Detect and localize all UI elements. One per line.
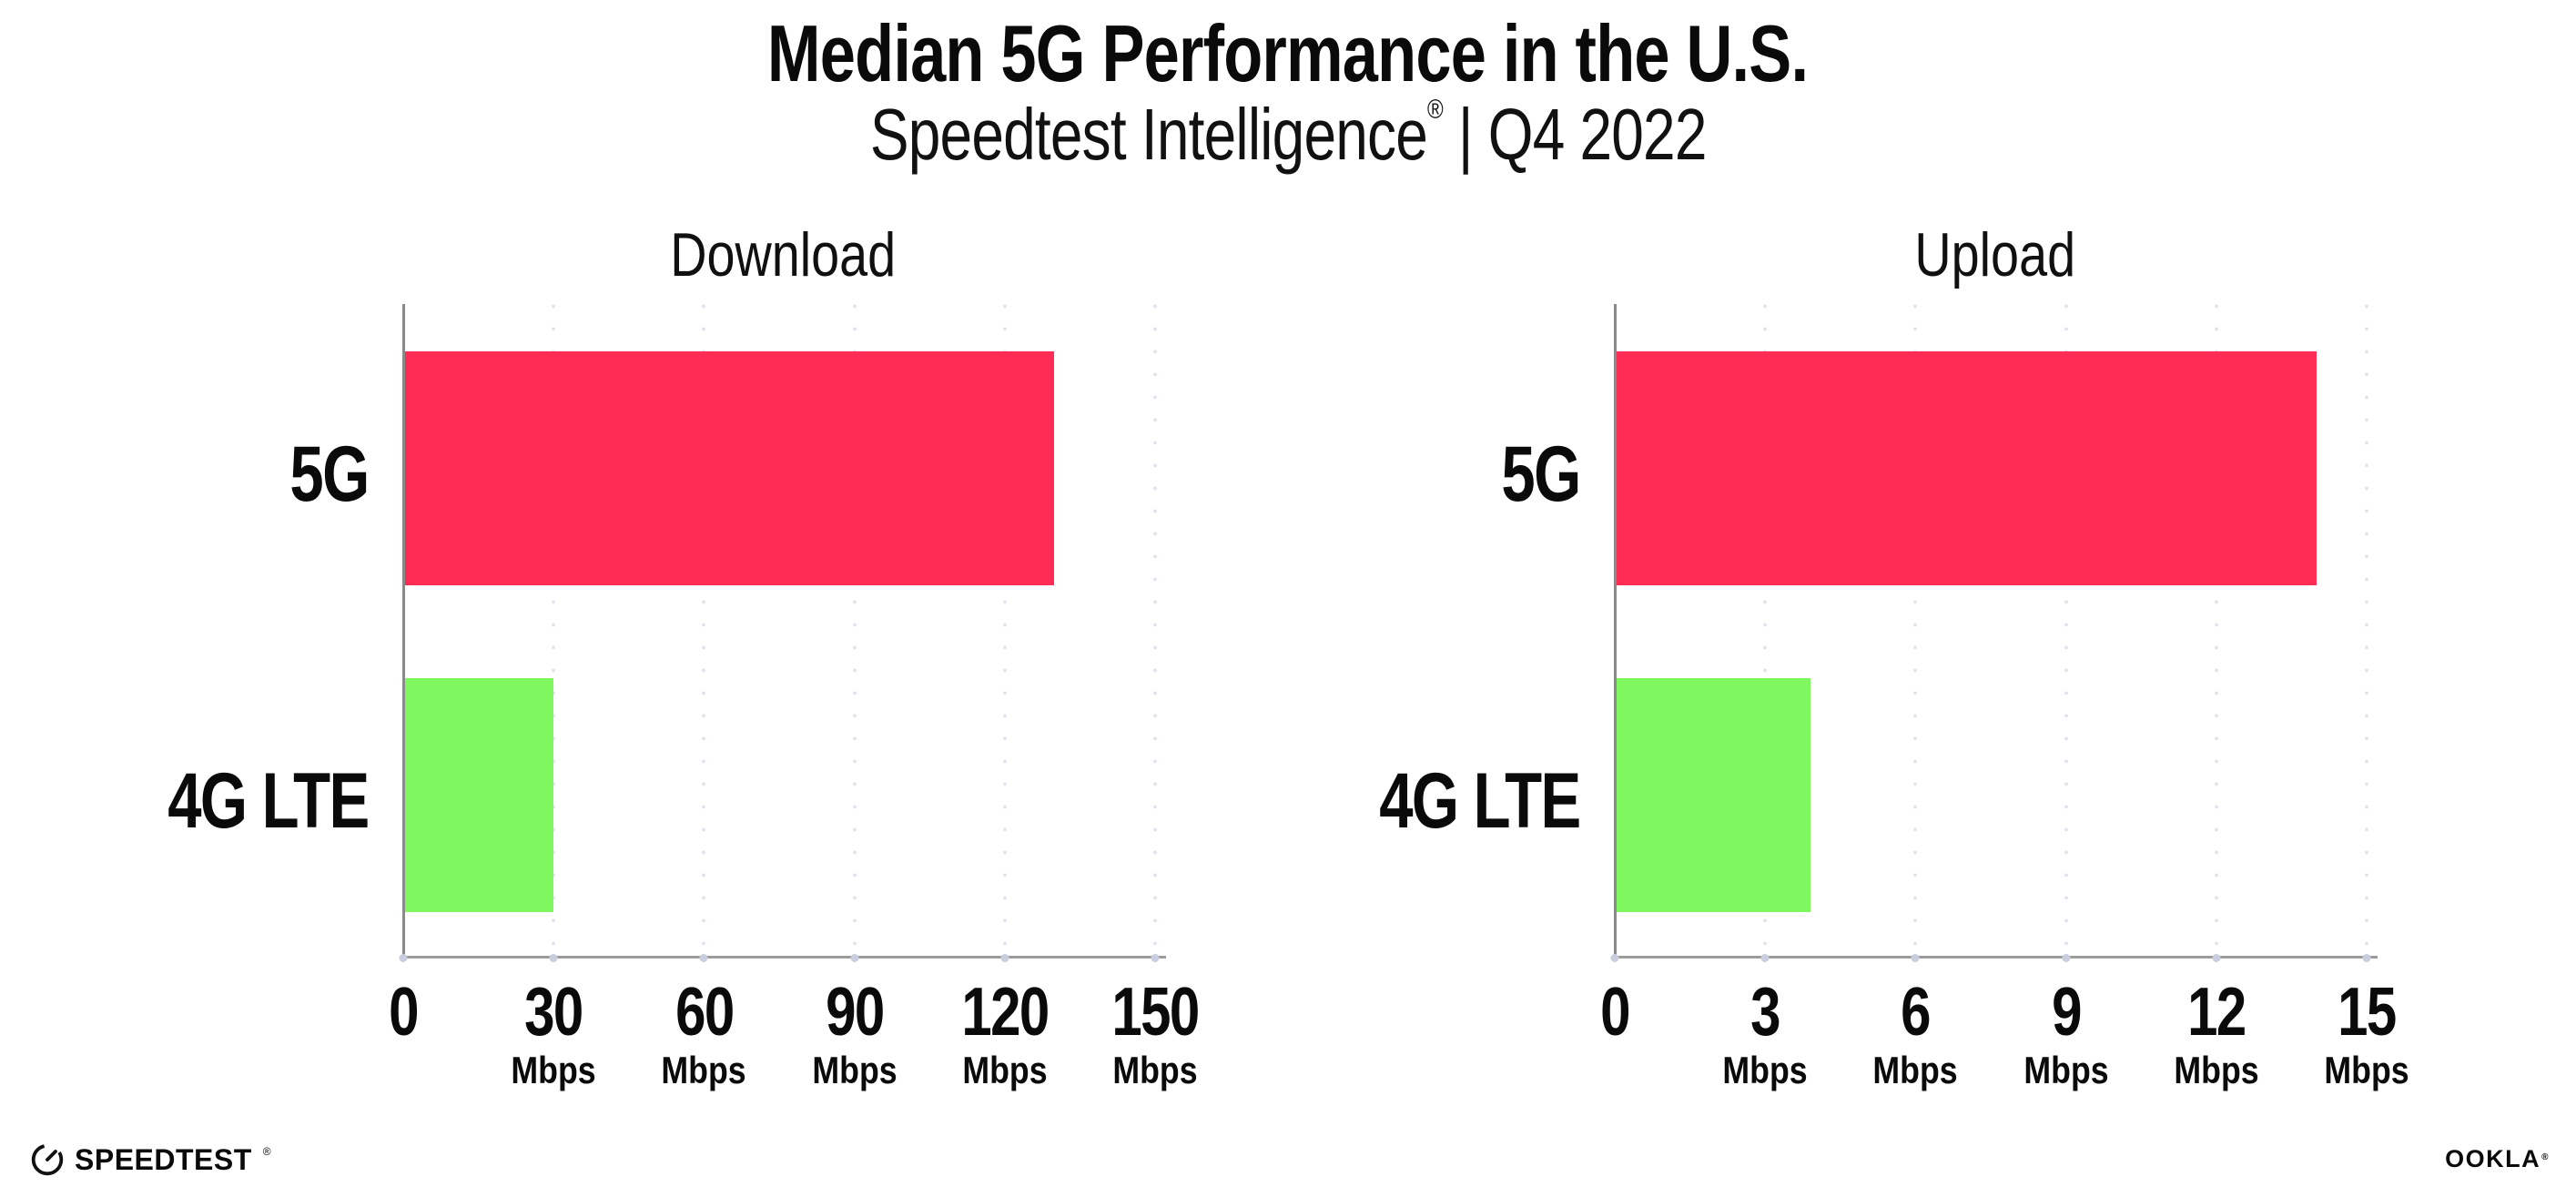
axis-tick-dot: [549, 954, 558, 962]
x-tick-value: 9: [2051, 973, 2082, 1050]
x-tick-value: 6: [1901, 973, 1932, 1050]
x-tick-value: 0: [1600, 973, 1630, 1050]
axis-tick-dot: [1610, 954, 1619, 962]
x-tick-unit: Mbps: [1872, 1049, 1958, 1091]
gridline: [2064, 304, 2068, 958]
x-tick-unit: Mbps: [1112, 1049, 1198, 1091]
x-tick-value: 12: [2187, 973, 2246, 1050]
x-tick-label: 30 Mbps: [503, 978, 603, 1090]
x-tick-label: 60 Mbps: [654, 978, 755, 1090]
bar-4g-lte: [403, 678, 554, 912]
x-tick-unit: Mbps: [962, 1049, 1048, 1091]
x-tick-label: 12 Mbps: [2166, 978, 2267, 1090]
x-tick-value: 150: [1111, 973, 1200, 1050]
speedtest-logo: SPEEDTEST ®: [30, 1141, 271, 1178]
x-tick-label: 15 Mbps: [2317, 978, 2417, 1090]
x-tick-value: 60: [674, 973, 735, 1050]
axis-tick-dot: [1151, 954, 1160, 962]
page-subtitle: Speedtest Intelligence® | Q4 2022: [0, 93, 2576, 177]
axis-tick-dot: [1911, 954, 1920, 962]
y-axis-line: [1614, 304, 1617, 959]
gridline: [1763, 304, 1768, 958]
bar-4g-lte: [1615, 678, 1810, 912]
x-tick-value: 0: [389, 973, 419, 1050]
x-tick-label: 3 Mbps: [1715, 978, 1815, 1090]
gridline: [852, 304, 857, 958]
download-chart: Download 0 30 Mbps 60 Mbps 90 Mbps 120 Mbps 150 Mb…: [168, 220, 1201, 1090]
x-tick-unit: Mbps: [661, 1049, 746, 1091]
x-tick-label: 90 Mbps: [805, 978, 905, 1090]
x-axis-line: [401, 956, 1166, 959]
category-label-5g: 5G: [1501, 430, 1582, 518]
speedtest-logo-text: SPEEDTEST: [75, 1143, 252, 1176]
category-label-4g-lte: 4G LTE: [167, 756, 370, 845]
download-chart-title: Download: [670, 220, 897, 289]
bar-5g: [403, 351, 1055, 585]
gridline: [2214, 304, 2218, 958]
upload-chart: Upload 0 3 Mbps 6 Mbps 9 Mbps 12 Mbps 15 Mbps 5G 4G…: [1380, 220, 2409, 1090]
speedtest-gauge-icon: [30, 1142, 65, 1177]
x-tick-value: 15: [2338, 973, 2397, 1050]
x-tick-unit: Mbps: [2174, 1049, 2259, 1091]
x-tick-unit: Mbps: [2324, 1049, 2409, 1091]
axis-tick-dot: [1000, 954, 1009, 962]
x-tick-label: 0: [1597, 978, 1633, 1046]
x-tick-value: 30: [524, 973, 583, 1050]
x-tick-unit: Mbps: [2023, 1049, 2109, 1091]
speedtest-registered-mark: ®: [262, 1145, 271, 1158]
x-tick-value: 90: [825, 973, 885, 1050]
x-tick-label: 0: [385, 978, 421, 1046]
gridline: [552, 304, 556, 958]
subtitle-period: | Q4 2022: [1442, 94, 1708, 175]
gridline: [2365, 304, 2368, 958]
bar-5g: [1615, 351, 2317, 585]
axis-tick-dot: [850, 954, 859, 962]
ookla-logo-text: OOKLA: [2445, 1145, 2541, 1172]
x-tick-unit: Mbps: [1722, 1049, 1808, 1091]
axis-tick-dot: [2062, 954, 2071, 962]
y-axis-line: [402, 304, 405, 959]
axis-tick-dot: [2362, 954, 2371, 962]
ookla-registered-mark: ®: [2541, 1152, 2550, 1162]
registered-mark: ®: [1426, 95, 1444, 125]
category-label-5g: 5G: [289, 430, 370, 518]
axis-tick-dot: [1760, 954, 1770, 962]
gridline: [1002, 304, 1007, 958]
x-tick-label: 6 Mbps: [1866, 978, 1966, 1090]
x-tick-unit: Mbps: [511, 1049, 596, 1091]
category-label-4g-lte: 4G LTE: [1379, 756, 1582, 845]
gridline: [1153, 304, 1157, 958]
gridline: [1913, 304, 1918, 958]
x-tick-label: 120 Mbps: [950, 978, 1059, 1090]
axis-tick-dot: [699, 954, 708, 962]
x-tick-label: 150 Mbps: [1100, 978, 1209, 1090]
subtitle-brand: Speedtest Intelligence: [869, 94, 1428, 175]
page-subtitle-text: Speedtest Intelligence® | Q4 2022: [869, 93, 1708, 177]
page-title-text: Median 5G Performance in the U.S.: [767, 8, 1809, 98]
gridline: [702, 304, 706, 958]
page-title: Median 5G Performance in the U.S.: [0, 7, 2576, 99]
x-tick-value: 3: [1750, 973, 1780, 1050]
x-axis-line: [1613, 956, 2378, 959]
axis-tick-dot: [2212, 954, 2221, 962]
ookla-logo: OOKLA®: [2445, 1147, 2549, 1172]
upload-chart-title: Upload: [1914, 220, 2075, 289]
x-tick-value: 120: [961, 973, 1050, 1050]
axis-tick-dot: [399, 954, 408, 962]
x-tick-unit: Mbps: [811, 1049, 898, 1091]
x-tick-label: 9 Mbps: [2016, 978, 2116, 1090]
